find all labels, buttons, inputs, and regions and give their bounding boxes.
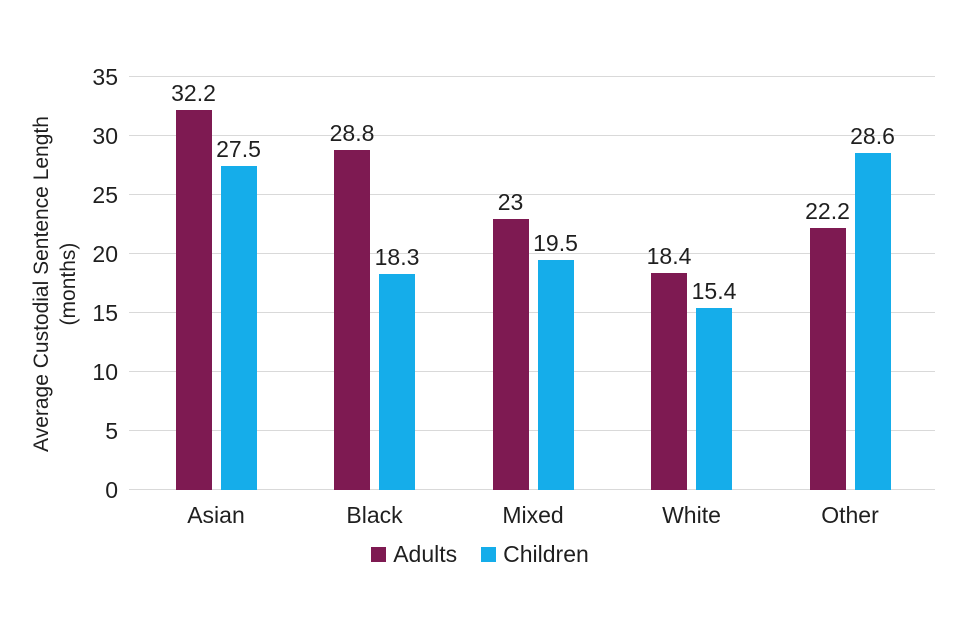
gridline bbox=[129, 194, 935, 195]
y-tick-label: 35 bbox=[92, 64, 118, 90]
bar-adults-black bbox=[334, 150, 370, 490]
bar-value-label-children-mixed: 19.5 bbox=[533, 229, 578, 256]
x-tick-label-black: Black bbox=[346, 502, 403, 528]
bar-children-mixed bbox=[537, 259, 574, 490]
bar-value-label-adults-asian: 32.2 bbox=[171, 80, 216, 107]
y-tick-label: 15 bbox=[92, 300, 118, 326]
gridline bbox=[129, 371, 935, 372]
y-tick-label: 25 bbox=[92, 182, 118, 208]
y-tick-label: 30 bbox=[92, 123, 118, 149]
gridline bbox=[129, 76, 935, 77]
y-tick-label: 10 bbox=[92, 359, 118, 385]
legend-label-children: Children bbox=[503, 541, 589, 567]
legend: Adults Children bbox=[0, 541, 960, 567]
y-tick-label: 5 bbox=[105, 418, 118, 444]
bar-children-black bbox=[379, 274, 415, 490]
bar-children-asian bbox=[220, 165, 257, 490]
gridline bbox=[129, 489, 935, 490]
x-tick-label-other: Other bbox=[821, 502, 879, 528]
gridline bbox=[129, 135, 935, 136]
bar-value-label-children-white: 15.4 bbox=[691, 278, 737, 305]
bar-children-white bbox=[696, 308, 732, 490]
x-tick-label-asian: Asian bbox=[187, 502, 245, 528]
gridline bbox=[129, 430, 935, 431]
bar-adults-mixed bbox=[492, 218, 529, 490]
y-tick-label: 20 bbox=[92, 241, 118, 267]
y-tick-label: 0 bbox=[105, 477, 118, 503]
bar-value-label-children-asian: 27.5 bbox=[216, 135, 261, 162]
gridline bbox=[129, 312, 935, 313]
bar-adults-asian bbox=[175, 110, 212, 490]
plot-area: 32.2 27.5 28.8 18.3 23 19.5 18.4 15.4 22.2 28.6 bbox=[129, 76, 935, 490]
gridline bbox=[129, 253, 935, 254]
bar-adults-other bbox=[809, 228, 846, 490]
bar-value-label-adults-black: 28.8 bbox=[329, 120, 375, 147]
bar-value-label-adults-mixed: 23 bbox=[497, 188, 524, 215]
bar-value-label-adults-other: 22.2 bbox=[805, 198, 850, 225]
legend-swatch-adults bbox=[371, 546, 387, 562]
bar-value-label-adults-white: 18.4 bbox=[646, 242, 692, 269]
bar-adults-white bbox=[651, 272, 687, 490]
bar-children-other bbox=[854, 152, 891, 490]
bar-value-label-children-other: 28.6 bbox=[850, 122, 895, 149]
legend-item-adults: Adults bbox=[371, 541, 457, 567]
bar-value-label-children-black: 18.3 bbox=[374, 244, 420, 271]
legend-item-children: Children bbox=[481, 541, 589, 567]
x-tick-label-mixed: Mixed bbox=[502, 502, 564, 528]
legend-swatch-children bbox=[481, 546, 497, 562]
x-tick-label-white: White bbox=[662, 502, 721, 528]
legend-label-adults: Adults bbox=[393, 541, 458, 567]
